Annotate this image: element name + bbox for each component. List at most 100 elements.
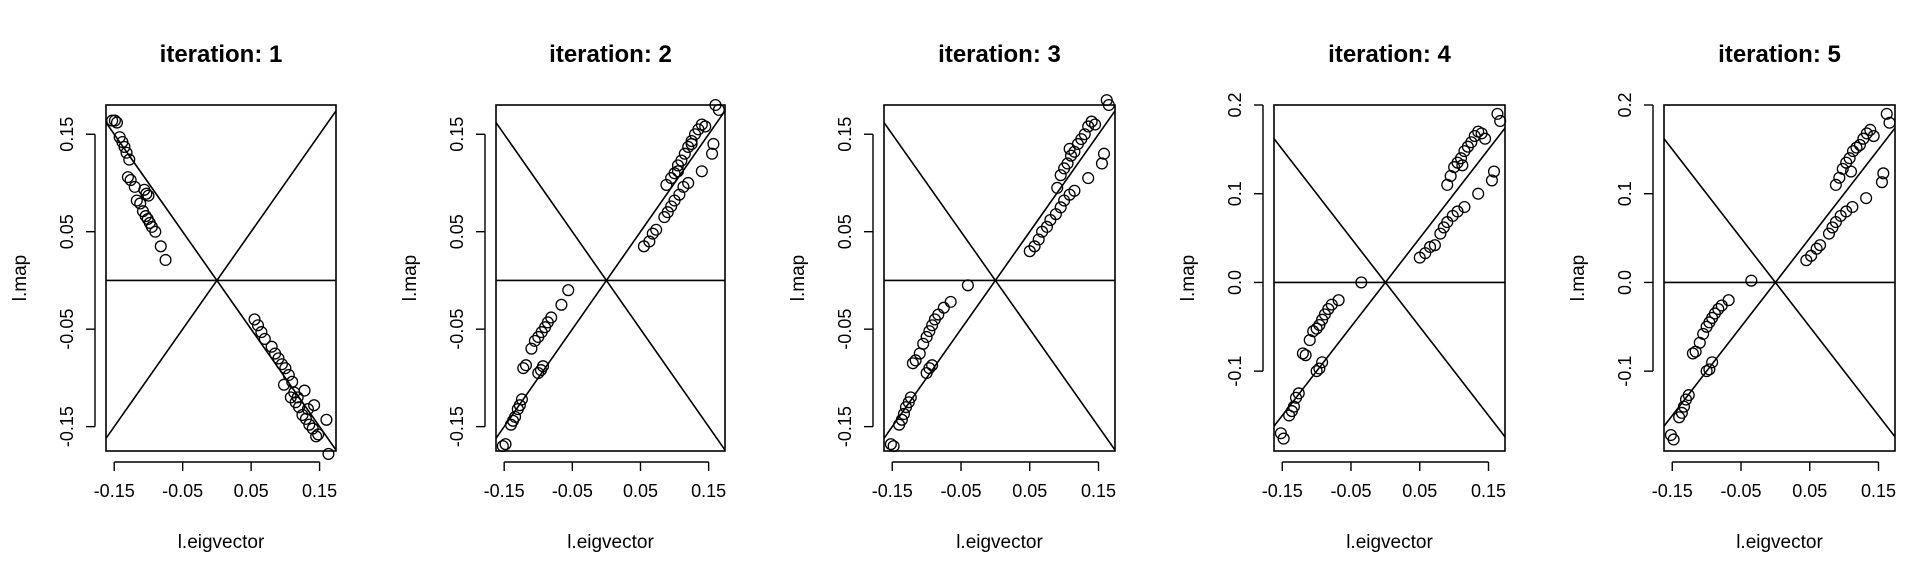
data-point <box>519 359 533 372</box>
data-point <box>140 187 153 200</box>
data-points <box>1664 107 1896 446</box>
data-point <box>695 165 708 178</box>
scatter-panel-2: iteration: 2 -0.15 -0.05 0.05 0.15 -0.15 -0.05… <box>400 41 726 553</box>
diagonal-line-negative <box>884 121 1115 451</box>
data-point <box>665 200 678 213</box>
x-tick-label: -0.05 <box>552 481 593 501</box>
data-point <box>1700 365 1713 378</box>
data-point <box>1677 400 1690 413</box>
y-tick-label: 0.2 <box>1225 92 1245 117</box>
x-tick-label: -0.15 <box>872 481 913 501</box>
data-point <box>937 301 950 314</box>
data-point <box>277 378 291 391</box>
data-point <box>525 342 538 355</box>
y-tick-label: 0.05 <box>57 214 77 249</box>
plot-frame <box>883 104 1116 452</box>
data-point <box>251 319 265 332</box>
x-tick-label: 0.05 <box>623 481 658 501</box>
reference-lines <box>1274 126 1505 439</box>
data-point <box>923 362 936 375</box>
chart-title: iteration: 2 <box>549 41 672 68</box>
data-point <box>515 393 528 406</box>
data-point <box>303 418 316 431</box>
data-point <box>265 340 278 353</box>
scatter-panel-4: iteration: 4 -0.15 -0.05 0.05 0.15 -0.1 0.0 0.1… <box>1178 41 1507 553</box>
y-tick-label: 0.1 <box>1225 181 1245 206</box>
data-point <box>1829 178 1842 191</box>
data-point <box>1877 167 1890 180</box>
data-point <box>1078 128 1091 141</box>
data-point <box>1068 184 1081 197</box>
y-tick-label: 0.05 <box>447 214 467 249</box>
data-point <box>308 399 321 412</box>
y-tick-label: 0.15 <box>447 117 467 152</box>
data-point <box>1479 132 1492 145</box>
x-tick-label: 0.05 <box>234 481 269 501</box>
plot-frame <box>105 104 337 452</box>
data-point <box>322 447 335 460</box>
data-point <box>1814 239 1827 252</box>
y-axis-label: l.map <box>400 255 421 301</box>
data-point <box>1840 205 1853 218</box>
data-point <box>1860 192 1873 205</box>
data-point <box>528 334 541 347</box>
data-points <box>496 98 725 453</box>
data-point <box>1287 400 1300 413</box>
reference-lines <box>1664 126 1895 439</box>
data-point <box>1032 233 1045 246</box>
data-point <box>682 140 695 153</box>
data-point <box>1313 362 1326 375</box>
data-points <box>1274 107 1507 445</box>
x-tick-label: 0.15 <box>1471 481 1506 501</box>
data-point <box>920 330 933 344</box>
diagonal-line-positive <box>496 109 725 440</box>
data-point <box>1864 123 1877 136</box>
y-tick-label: -0.15 <box>447 406 467 447</box>
data-point <box>887 440 900 453</box>
y-tick-label: -0.05 <box>835 309 855 350</box>
data-point <box>671 165 685 178</box>
data-point <box>121 171 134 184</box>
data-point <box>904 391 917 404</box>
data-point <box>1064 149 1078 162</box>
x-tick-label: -0.15 <box>1652 481 1693 501</box>
data-point <box>643 235 656 248</box>
data-point <box>1456 159 1469 172</box>
x-tick-label: -0.15 <box>484 481 525 501</box>
data-point <box>707 137 720 151</box>
y-axis-label: l.map <box>1178 255 1199 301</box>
y-axis-label: l.map <box>1568 255 1589 301</box>
plot-frame <box>1663 104 1896 452</box>
x-tick-label: 0.15 <box>1081 481 1116 501</box>
data-point <box>312 428 325 441</box>
data-point <box>1028 240 1041 253</box>
data-point <box>1706 356 1719 369</box>
x-tick-label: 0.05 <box>1012 481 1047 501</box>
data-point <box>1810 242 1823 255</box>
data-point <box>1850 141 1863 154</box>
data-point <box>1847 145 1860 158</box>
scatter-panel-1: iteration: 1 -0.15 -0.05 0.05 0.15 -0.15 -0.05… <box>10 41 337 553</box>
data-point <box>685 135 698 148</box>
y-tick-label: 0.15 <box>835 117 855 152</box>
y-tick-label: -0.05 <box>447 309 467 350</box>
x-axis-label: l.eigvector <box>178 532 265 553</box>
data-point <box>110 116 124 129</box>
data-point <box>917 337 930 350</box>
data-point <box>562 284 575 297</box>
x-axis-label: l.eigvector <box>1736 532 1823 553</box>
data-point <box>646 227 659 240</box>
x-tick-label: 0.15 <box>1861 481 1896 501</box>
data-point <box>1310 365 1323 378</box>
data-point <box>1667 433 1680 446</box>
data-point <box>926 359 939 372</box>
data-point <box>139 210 152 223</box>
x-tick-label: 0.15 <box>691 481 726 501</box>
data-point <box>1085 115 1098 128</box>
data-point <box>1875 176 1888 189</box>
y-axis-label: l.map <box>788 255 809 301</box>
x-axis-label: l.eigvector <box>567 532 654 553</box>
y-tick-label: 0.2 <box>1615 92 1635 117</box>
data-points <box>884 94 1115 453</box>
